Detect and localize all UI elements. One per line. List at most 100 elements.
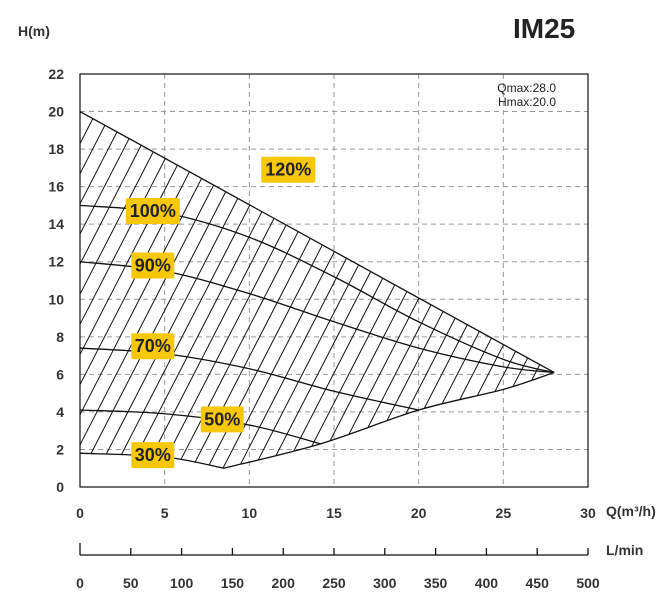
hatch-line: [80, 111, 147, 469]
hatch-line: [218, 111, 519, 469]
label-background: [131, 442, 175, 469]
hatch-line: [622, 0, 659, 507]
label-background: [200, 406, 244, 433]
label-background: [125, 198, 180, 225]
hatch-line: [80, 111, 364, 469]
hatch-line: [373, 111, 555, 469]
y-tick-label: 22: [48, 66, 64, 82]
label-text: 90%: [135, 255, 171, 275]
label-text: 70%: [135, 336, 171, 356]
curves: [79, 110, 555, 469]
hatch-line: [606, 0, 659, 507]
y-tick-label: 18: [48, 141, 64, 157]
label-70pct: 70%: [131, 333, 175, 360]
x-axis-label: Q(m³/h): [606, 503, 656, 519]
label-background: [131, 333, 175, 360]
label-100pct: 100%: [125, 198, 180, 225]
hatch-line: [450, 111, 555, 469]
hatch-line: [80, 111, 349, 469]
label-text: 30%: [135, 445, 171, 465]
hatch-line: [653, 0, 659, 507]
plot-frame: [79, 73, 589, 488]
secondary-tick-label: 350: [424, 575, 448, 591]
hatch-line: [80, 111, 225, 469]
x-axis-ticks: 0 5 10 15 20 25 30: [76, 505, 596, 521]
label-background: [131, 252, 175, 279]
secondary-tick-label: 400: [475, 575, 499, 591]
hatch-line: [233, 111, 535, 469]
secondary-tick-label: 0: [76, 575, 84, 591]
y-tick-label: 0: [56, 479, 64, 495]
x-tick-label: 30: [580, 505, 596, 521]
hatch-line: [497, 111, 555, 469]
y-tick-label: 12: [48, 254, 64, 270]
hatch-line: [512, 111, 555, 469]
y-tick-label: 2: [56, 441, 64, 457]
hatch-line: [295, 111, 555, 469]
hatch-line: [357, 111, 555, 469]
hatch-line: [466, 111, 555, 469]
hatch-line: [528, 111, 555, 469]
curve-labels: 120% 100% 90% 70% 50% 30%: [125, 156, 316, 469]
qmax-annotation: Qmax:28.0: [497, 81, 556, 95]
x-tick-label: 15: [326, 505, 342, 521]
hatch-line: [435, 111, 555, 469]
hatch-line: [80, 111, 256, 469]
hatch-line: [280, 111, 555, 469]
hatch-line: [202, 111, 504, 469]
x-tick-label: 20: [411, 505, 427, 521]
label-text: 120%: [265, 160, 311, 180]
hatch-line: [326, 111, 555, 469]
hatch-line: [140, 111, 442, 469]
hatch-line: [481, 111, 555, 469]
x-tick-label: 10: [242, 505, 258, 521]
x-tick-label: 0: [76, 505, 84, 521]
hatch-line: [419, 111, 555, 469]
y-tick-label: 14: [48, 216, 64, 232]
secondary-tick-label: 500: [576, 575, 600, 591]
x-tick-label: 5: [161, 505, 169, 521]
chart-title: IM25: [513, 13, 575, 44]
hatch-line: [560, 0, 659, 507]
secondary-x-axis: 0 50 100 150 200 250 300 350 400 450 500: [76, 543, 600, 591]
hatch-line: [543, 111, 555, 469]
secondary-x-axis-label: L/min: [606, 542, 643, 558]
hatch-line: [80, 111, 271, 469]
secondary-tick-label: 50: [123, 575, 139, 591]
hatch-line: [80, 111, 132, 469]
hatch-line: [342, 111, 555, 469]
curve-120pct: [79, 110, 555, 374]
label-50pct: 50%: [200, 406, 244, 433]
secondary-tick-label: 300: [373, 575, 397, 591]
grid-lines: [80, 74, 588, 487]
secondary-tick-label: 150: [221, 575, 245, 591]
hatch-line: [80, 111, 209, 469]
hatch-line: [311, 111, 555, 469]
y-tick-label: 10: [48, 291, 64, 307]
hatch-line: [388, 111, 555, 469]
label-text: 50%: [204, 409, 240, 429]
hmax-annotation: Hmax:20.0: [498, 95, 556, 109]
hatch-line: [80, 111, 380, 469]
hatch-line: [109, 111, 411, 469]
y-tick-label: 6: [56, 366, 64, 382]
y-tick-label: 20: [48, 104, 64, 120]
secondary-tick-label: 200: [272, 575, 296, 591]
label-120pct: 120%: [261, 156, 316, 183]
label-30pct: 30%: [131, 442, 175, 469]
hatch-line: [637, 0, 659, 507]
hatch-line: [404, 111, 555, 469]
y-axis-label: H(m): [18, 23, 50, 39]
secondary-tick-label: 250: [322, 575, 346, 591]
hatch-line: [94, 111, 395, 469]
y-tick-label: 8: [56, 329, 64, 345]
secondary-tick-label: 100: [170, 575, 194, 591]
lower-envelope-curve: [223, 371, 555, 469]
y-tick-label: 4: [56, 404, 64, 420]
y-tick-label: 16: [48, 179, 64, 195]
hatch-line: [591, 0, 659, 507]
hatch-fill: [80, 0, 659, 507]
hatch-line: [264, 111, 555, 469]
x-tick-label: 25: [496, 505, 512, 521]
